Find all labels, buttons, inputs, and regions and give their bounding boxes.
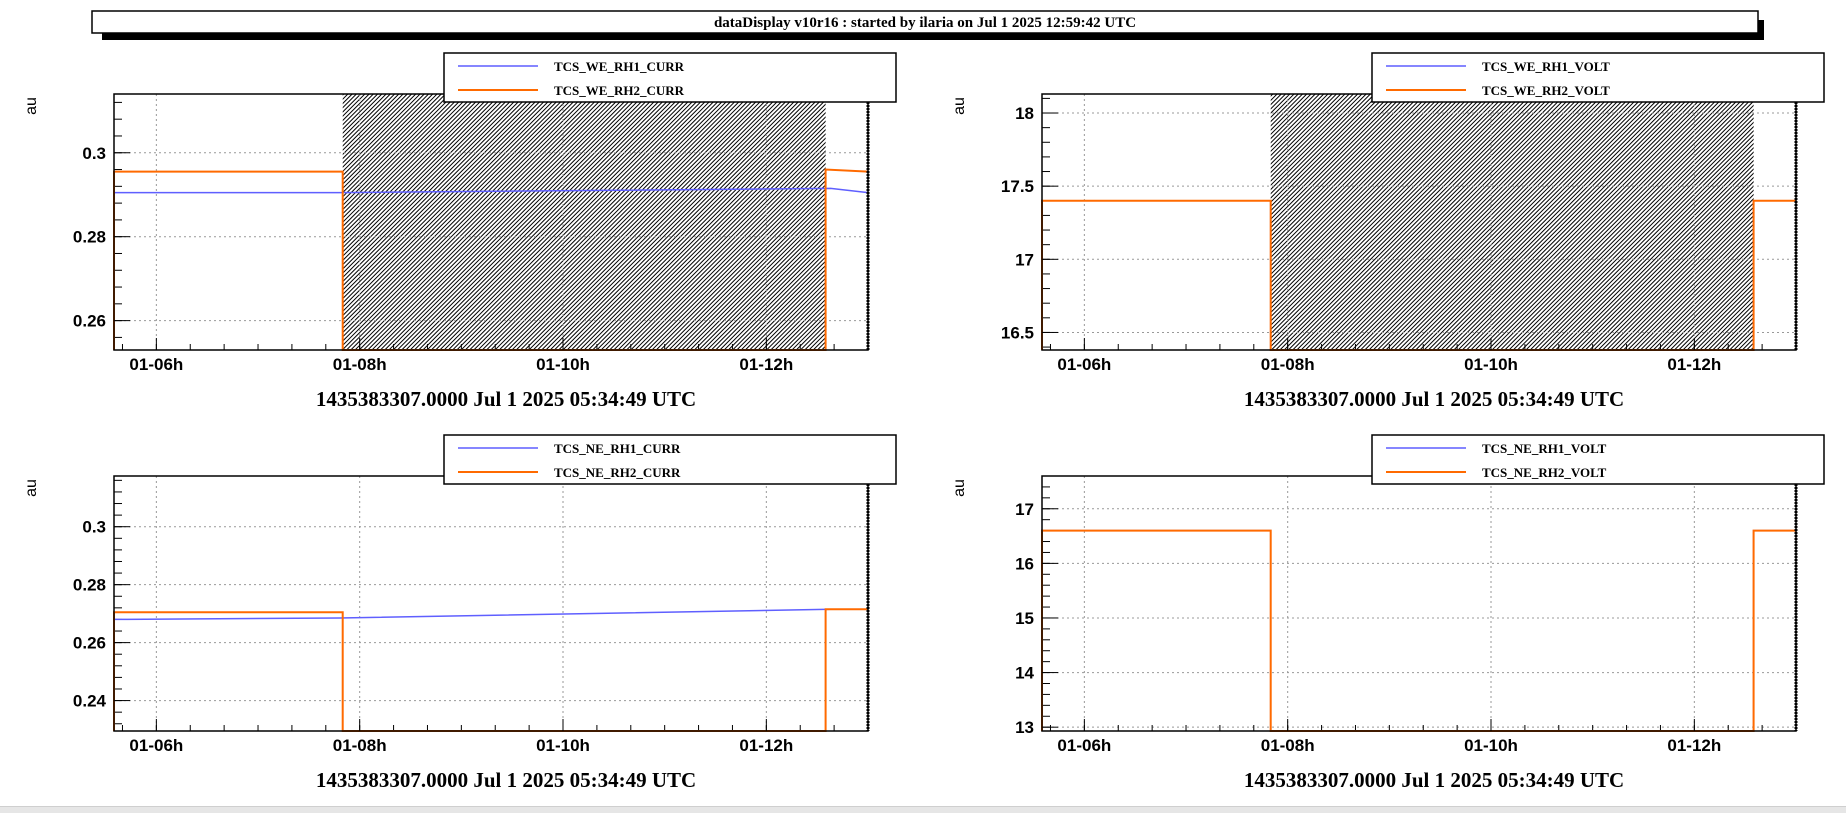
chart-panel-top-left: 01-06h 01-08h 01-10h 01-12h 0.26 0.28 0.3 au 143… bbox=[23, 52, 897, 411]
legend-box bbox=[443, 434, 897, 485]
x-axis-label: 1435383307.0000 Jul 1 2025 05:34:49 UTC bbox=[1244, 768, 1624, 792]
y-axis-label: au bbox=[951, 97, 968, 115]
legend-entry: TCS_WE_RH2_CURR bbox=[554, 83, 685, 98]
chart-panel-bottom-left: 01-06h 01-08h 01-10h 01-12h 0.24 0.26 0.28 0.3 a… bbox=[23, 434, 897, 792]
legend-entry: TCS_WE_RH1_CURR bbox=[554, 59, 685, 74]
legend-box bbox=[443, 52, 897, 103]
y-tick-label: 16.5 bbox=[1001, 323, 1034, 342]
title-box: dataDisplay v10r16 : started by ilaria o… bbox=[91, 10, 1764, 40]
legend-box bbox=[1371, 52, 1825, 103]
x-tick-label: 01-10h bbox=[1464, 736, 1518, 755]
x-tick-label: 01-10h bbox=[536, 355, 590, 374]
y-axis-label: au bbox=[23, 479, 40, 497]
y-tick-label: 0.26 bbox=[73, 312, 106, 331]
y-tick-label: 0.3 bbox=[82, 144, 106, 163]
legend-entry: TCS_NE_RH2_CURR bbox=[554, 465, 681, 480]
y-axis-label: au bbox=[951, 479, 968, 497]
y-tick-label: 14 bbox=[1015, 664, 1034, 683]
no-data-hatch bbox=[342, 94, 826, 350]
y-tick-label: 17.5 bbox=[1001, 177, 1034, 196]
chart-panel-bottom-right: 01-06h 01-08h 01-10h 01-12h 13 14 15 16 17 au 1435… bbox=[951, 434, 1825, 792]
no-data-hatch bbox=[1270, 94, 1754, 350]
y-tick-label: 16 bbox=[1015, 554, 1034, 573]
chart-panel-top-right: 01-06h 01-08h 01-10h 01-12h 16.5 17 17.5 18 au 14… bbox=[951, 52, 1825, 411]
legend-entry: TCS_NE_RH1_VOLT bbox=[1482, 441, 1607, 456]
x-tick-label: 01-06h bbox=[129, 355, 183, 374]
y-tick-label: 0.24 bbox=[73, 692, 107, 711]
y-axis-label: au bbox=[23, 97, 40, 115]
plot-area bbox=[1042, 476, 1796, 731]
chart-grid: 01-06h 01-08h 01-10h 01-12h 0.26 0.28 0.3 au 143… bbox=[23, 52, 1825, 792]
y-tick-label: 18 bbox=[1015, 104, 1034, 123]
x-tick-label: 01-10h bbox=[1464, 355, 1518, 374]
series-line-TCS_WE_RH1_CURR bbox=[114, 187, 869, 194]
legend-entry: TCS_WE_RH1_VOLT bbox=[1482, 59, 1610, 74]
x-tick-label: 01-08h bbox=[333, 355, 387, 374]
x-tick-label: 01-12h bbox=[739, 355, 793, 374]
x-axis-label: 1435383307.0000 Jul 1 2025 05:34:49 UTC bbox=[316, 768, 696, 792]
y-tick-label: 0.28 bbox=[73, 576, 106, 595]
y-tick-label: 15 bbox=[1015, 609, 1034, 628]
title-box-frame bbox=[91, 10, 1759, 34]
x-axis-label: 1435383307.0000 Jul 1 2025 05:34:49 UTC bbox=[316, 387, 696, 411]
y-tick-label: 17 bbox=[1015, 500, 1034, 519]
plot-area bbox=[114, 476, 868, 731]
x-tick-label: 01-12h bbox=[1667, 736, 1721, 755]
y-tick-label: 0.28 bbox=[73, 228, 106, 247]
legend-box bbox=[1371, 434, 1825, 485]
x-tick-label: 01-06h bbox=[1057, 736, 1111, 755]
page-title: dataDisplay v10r16 : started by ilaria o… bbox=[714, 15, 1136, 31]
x-tick-label: 01-12h bbox=[739, 736, 793, 755]
y-tick-label: 0.26 bbox=[73, 634, 106, 653]
x-tick-label: 01-08h bbox=[1261, 736, 1315, 755]
x-tick-label: 01-08h bbox=[1261, 355, 1315, 374]
x-tick-label: 01-06h bbox=[1057, 355, 1111, 374]
x-tick-label: 01-10h bbox=[536, 736, 590, 755]
y-tick-label: 0.3 bbox=[82, 518, 106, 537]
legend-entry: TCS_WE_RH2_VOLT bbox=[1482, 83, 1610, 98]
status-strip bbox=[0, 806, 1846, 813]
legend-entry: TCS_NE_RH1_CURR bbox=[554, 441, 681, 456]
y-tick-label: 17 bbox=[1015, 250, 1034, 269]
x-tick-label: 01-12h bbox=[1667, 355, 1721, 374]
y-tick-label: 13 bbox=[1015, 718, 1034, 737]
legend-entry: TCS_NE_RH2_VOLT bbox=[1482, 465, 1607, 480]
x-tick-label: 01-08h bbox=[333, 736, 387, 755]
x-tick-label: 01-06h bbox=[129, 736, 183, 755]
x-axis-label: 1435383307.0000 Jul 1 2025 05:34:49 UTC bbox=[1244, 387, 1624, 411]
